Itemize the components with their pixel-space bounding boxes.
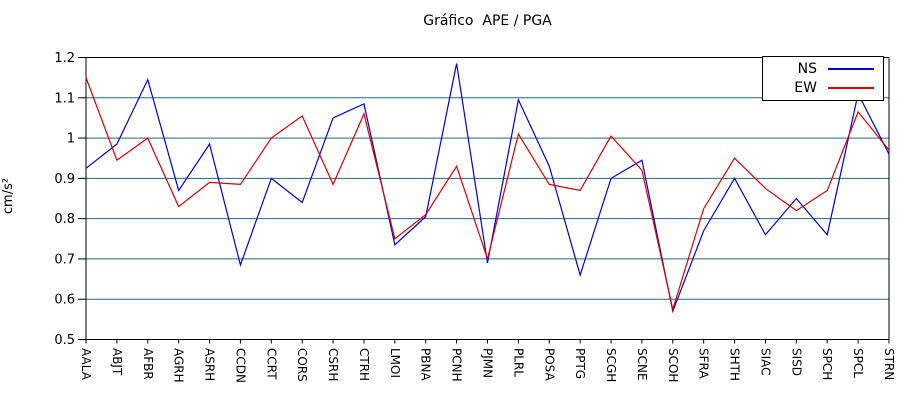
legend-entry-ns: NS xyxy=(763,60,874,78)
x-tick-label: SHTH xyxy=(728,348,742,381)
chart-title: Gráfico APE / PGA xyxy=(423,13,552,29)
legend-ew-line-sample xyxy=(828,87,874,89)
y-tick-label: 1.2 xyxy=(54,51,75,66)
x-tick-label: LMOI xyxy=(388,348,402,378)
ew-series-line xyxy=(85,77,890,312)
x-tick-label: SCNE xyxy=(635,348,649,381)
x-tick-label: AALA xyxy=(79,348,93,381)
y-tick-label: 1.1 xyxy=(54,91,75,106)
legend: NS EW xyxy=(762,56,884,101)
x-tick-label: SIAC xyxy=(758,348,772,376)
legend-ew-label: EW xyxy=(794,80,817,96)
x-tick-label: STRN xyxy=(882,348,896,380)
x-tick-label: CORS xyxy=(295,348,309,382)
x-tick-label: POSA xyxy=(542,348,556,382)
x-tick-label: CTRH xyxy=(357,348,371,381)
x-tick-label: SPCL xyxy=(851,348,865,378)
x-tick-label: CCDN xyxy=(233,348,247,383)
x-tick-label: AFBR xyxy=(141,348,155,380)
x-tick-label: PBNA xyxy=(419,348,433,381)
y-tick-label: 0.9 xyxy=(54,172,75,187)
x-tick-label: SFRA xyxy=(697,348,711,379)
x-tick-label: SCGH xyxy=(604,348,618,382)
x-tick-label: AGRH xyxy=(172,348,186,383)
legend-ns-label: NS xyxy=(797,61,817,77)
x-tick-label: PJMN xyxy=(481,348,495,378)
y-tick-label: 0.6 xyxy=(54,293,75,308)
x-tick-label: SCOH xyxy=(666,348,680,382)
x-tick-label: CCRT xyxy=(264,348,278,380)
x-tick-label: ABJT xyxy=(110,348,124,376)
legend-ns-line-sample xyxy=(828,68,874,70)
x-tick-label: PCNH xyxy=(450,348,464,382)
x-tick-label: PPTG xyxy=(573,348,587,379)
x-tick-label: SPCH xyxy=(820,348,834,380)
x-tick-label: CSRH xyxy=(326,348,340,381)
y-tick-label: 0.5 xyxy=(54,333,75,348)
legend-entry-ew: EW xyxy=(763,79,874,97)
y-tick-label: 1 xyxy=(67,132,75,147)
y-tick-label: 0.7 xyxy=(54,252,75,267)
x-tick-label: PLRL xyxy=(511,348,525,377)
x-tick-label: ASRH xyxy=(203,348,217,381)
y-tick-label: 0.8 xyxy=(54,212,75,227)
ns-series-line xyxy=(85,63,890,314)
x-tick-label: SISD xyxy=(789,348,803,376)
